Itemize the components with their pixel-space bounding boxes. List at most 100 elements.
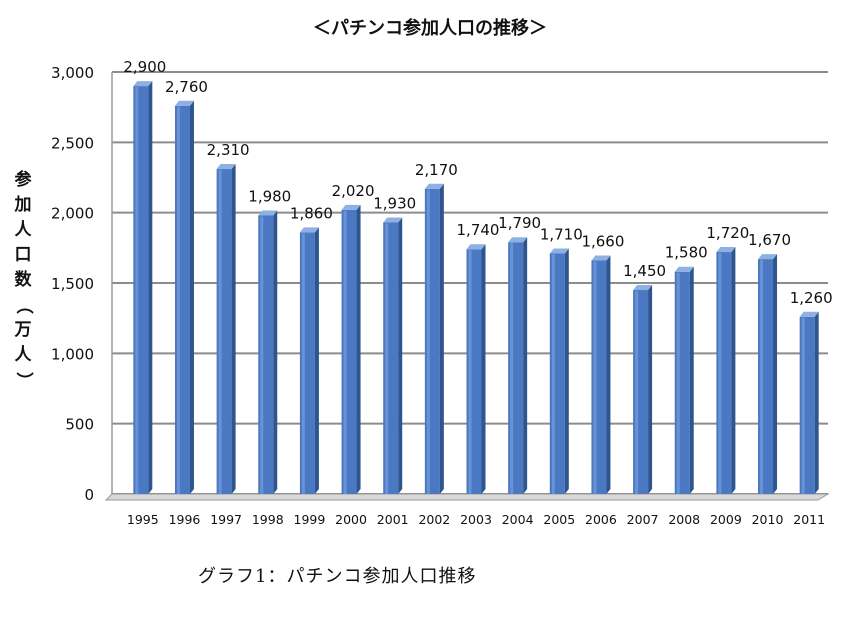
bar-1996 bbox=[174, 100, 194, 494]
bar-top bbox=[258, 210, 278, 216]
value-label: 1,860 bbox=[290, 204, 333, 222]
value-label: 1,930 bbox=[373, 195, 416, 213]
bar-side bbox=[814, 311, 819, 494]
bar-top bbox=[466, 244, 486, 250]
bar-2009 bbox=[716, 247, 736, 494]
bar-side bbox=[148, 81, 153, 495]
value-label: 1,580 bbox=[665, 244, 708, 262]
bar-side bbox=[564, 248, 569, 494]
bar-highlight bbox=[593, 261, 597, 494]
x-tick-label: 2002 bbox=[418, 512, 450, 527]
y-axis-label-char: ） bbox=[13, 372, 34, 389]
bar-highlight bbox=[260, 216, 264, 495]
value-label: 1,660 bbox=[581, 232, 624, 250]
bar-highlight bbox=[718, 253, 722, 494]
y-axis-label-char: （ bbox=[13, 297, 34, 314]
y-axis-label-char: 人 bbox=[14, 220, 32, 240]
x-tick-label: 2001 bbox=[377, 512, 409, 527]
value-label: 1,790 bbox=[498, 214, 541, 232]
bar-side bbox=[398, 217, 403, 494]
bar-top bbox=[799, 311, 819, 317]
bar-2000 bbox=[341, 204, 361, 494]
bar-top bbox=[383, 217, 403, 223]
bar-1999 bbox=[299, 227, 319, 495]
bar-top bbox=[216, 164, 236, 170]
bar-2005 bbox=[549, 248, 569, 494]
bar-top bbox=[341, 204, 361, 210]
bar-2008 bbox=[674, 266, 694, 494]
bar-side bbox=[523, 237, 528, 494]
bar-highlight bbox=[801, 317, 805, 494]
bar-1998 bbox=[258, 210, 278, 495]
bar-top bbox=[549, 248, 569, 254]
bar-top bbox=[133, 81, 153, 87]
bar-top bbox=[299, 227, 319, 233]
y-tick-label: 1,000 bbox=[51, 345, 94, 363]
bar-side bbox=[731, 247, 736, 494]
y-tick-label: 2,000 bbox=[51, 205, 94, 223]
x-tick-label: 1996 bbox=[169, 512, 201, 527]
value-label: 1,450 bbox=[623, 262, 666, 280]
bar-1995 bbox=[133, 81, 153, 495]
bar-highlight bbox=[510, 243, 514, 494]
bar-highlight bbox=[218, 170, 222, 494]
bar-highlight bbox=[343, 210, 347, 494]
x-tick-label: 2009 bbox=[710, 512, 742, 527]
x-tick-label: 2008 bbox=[668, 512, 700, 527]
x-tick-label: 2005 bbox=[543, 512, 575, 527]
x-tick-label: 2000 bbox=[335, 512, 367, 527]
y-axis-label-char: 参 bbox=[14, 170, 32, 190]
value-label: 1,710 bbox=[540, 225, 583, 243]
chart-floor bbox=[104, 493, 830, 501]
bar-side bbox=[606, 255, 611, 494]
bar-2002 bbox=[424, 183, 444, 494]
x-tick-label: 2011 bbox=[793, 512, 825, 527]
y-axis-label-char: 数 bbox=[14, 270, 32, 290]
bar-2006 bbox=[591, 255, 611, 494]
bar-1997 bbox=[216, 164, 236, 494]
bar-top bbox=[174, 100, 194, 106]
bar-2003 bbox=[466, 244, 486, 494]
bar-2004 bbox=[508, 237, 528, 494]
x-tick-label: 2003 bbox=[460, 512, 492, 527]
bar-top bbox=[674, 266, 694, 272]
y-axis-label-char: 口 bbox=[14, 245, 32, 265]
y-axis-label-char: 加 bbox=[14, 195, 32, 215]
value-label: 2,310 bbox=[207, 141, 250, 159]
bar-highlight bbox=[551, 254, 555, 494]
x-tick-label: 2006 bbox=[585, 512, 617, 527]
value-label: 2,900 bbox=[123, 58, 166, 76]
bar-highlight bbox=[635, 291, 639, 494]
bar-highlight bbox=[301, 233, 305, 495]
value-label: 1,670 bbox=[748, 231, 791, 249]
value-label: 1,980 bbox=[248, 187, 291, 205]
x-tick-label: 2004 bbox=[502, 512, 534, 527]
bar-side bbox=[231, 164, 236, 494]
bar-top bbox=[716, 247, 736, 253]
bar-highlight bbox=[176, 106, 180, 494]
x-tick-label: 1999 bbox=[294, 512, 326, 527]
bar-side bbox=[189, 100, 194, 494]
value-label: 1,720 bbox=[706, 224, 749, 242]
bar-highlight bbox=[426, 189, 430, 494]
bar-highlight bbox=[135, 87, 139, 495]
y-tick-label: 2,500 bbox=[51, 134, 94, 152]
y-axis-ticks: 0 500 1,000 1,500 2,000 2,500 3,000 bbox=[51, 64, 94, 504]
bar-highlight bbox=[468, 250, 472, 494]
bar-side bbox=[314, 227, 319, 495]
bar-highlight bbox=[385, 223, 389, 494]
bar-chart: ＜パチンコ参加人口の推移＞ 0 500 1,000 1,500 2,000 2,500 3,… bbox=[51, 17, 833, 527]
x-tick-label: 2010 bbox=[752, 512, 784, 527]
bar-side bbox=[439, 183, 444, 494]
value-label: 1,740 bbox=[457, 221, 500, 239]
y-tick-label: 0 bbox=[84, 486, 94, 504]
y-tick-label: 500 bbox=[65, 416, 94, 434]
bar-top bbox=[424, 183, 444, 189]
value-label: 1,260 bbox=[790, 289, 833, 307]
bar-top bbox=[758, 254, 778, 260]
x-tick-label: 1997 bbox=[210, 512, 242, 527]
chart-title: ＜パチンコ参加人口の推移＞ bbox=[313, 17, 547, 39]
bar-side bbox=[481, 244, 486, 494]
value-label: 2,170 bbox=[415, 161, 458, 179]
